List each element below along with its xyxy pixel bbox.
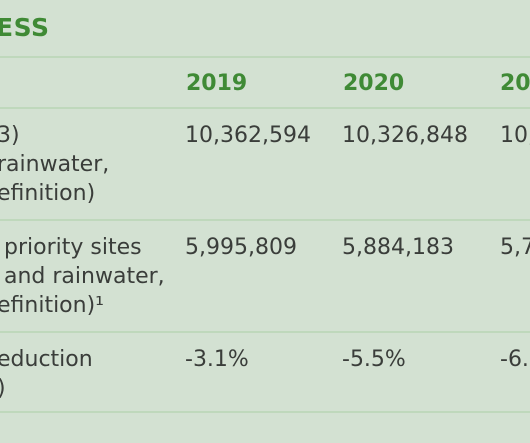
divider	[0, 219, 530, 221]
year-header-partial: 20	[500, 71, 530, 96]
row-label-line: )	[0, 374, 93, 403]
value-2020: 10,326,848	[342, 123, 468, 148]
value-2020: 5,884,183	[342, 235, 454, 260]
value-2019: 5,995,809	[185, 235, 297, 260]
divider	[0, 411, 530, 413]
value-2020: -5.5%	[342, 347, 406, 372]
row-label: eduction )	[0, 345, 93, 403]
row-label-line: efinition)	[0, 181, 96, 206]
divider	[0, 56, 530, 58]
row-label: 3) rainwater, efinition)	[0, 121, 109, 208]
row-label-line: rainwater,	[0, 152, 110, 177]
row-label-line: efinition)¹	[0, 293, 104, 318]
row-label-line: priority sites	[4, 235, 142, 260]
value-2019: -3.1%	[185, 347, 249, 372]
divider	[0, 331, 530, 333]
row-label-line: and rainwater,	[4, 264, 165, 289]
year-header-2020: 2020	[343, 71, 405, 96]
year-header-2019: 2019	[186, 71, 248, 96]
row-label: priority sites and rainwater, efinition)…	[0, 233, 165, 320]
table-title: ESS	[0, 13, 50, 42]
value-2019: 10,362,594	[185, 123, 311, 148]
value-partial: 10,	[500, 123, 530, 148]
row-label-line: eduction	[0, 347, 93, 372]
row-label-line: 3)	[0, 123, 20, 148]
value-partial: -6.	[500, 347, 529, 372]
divider	[0, 107, 530, 109]
value-partial: 5,7	[500, 235, 530, 260]
